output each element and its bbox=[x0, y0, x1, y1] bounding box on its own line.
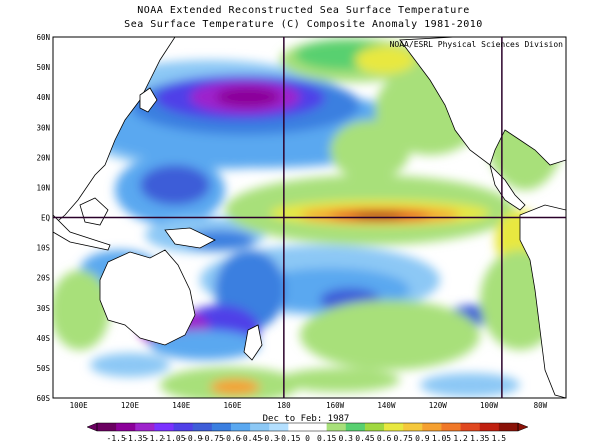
anomaly-region bbox=[53, 270, 110, 350]
colorbar bbox=[86, 422, 529, 432]
anomaly-region bbox=[280, 368, 400, 392]
longitude-tick-label: 80W bbox=[534, 401, 548, 410]
latitude-tick-label: 50N bbox=[36, 63, 50, 72]
colorbar-high-arrow bbox=[517, 422, 529, 432]
latitude-tick-label: 60N bbox=[36, 33, 50, 42]
chart-title: NOAA Extended Reconstructed Sea Surface … bbox=[137, 5, 470, 16]
colorbar-tick-label: 0.9 bbox=[415, 434, 430, 443]
longitude-tick-label: 160W bbox=[326, 401, 345, 410]
colorbar-segment bbox=[307, 423, 328, 431]
longitude-tick-label: 100E bbox=[70, 401, 89, 410]
anomaly-region bbox=[140, 165, 210, 205]
latitude-tick-label: EQ bbox=[41, 214, 51, 223]
colorbar-segment bbox=[384, 423, 404, 431]
colorbar-segment bbox=[230, 423, 251, 431]
landmass-north-america bbox=[399, 37, 566, 166]
anomaly-region bbox=[216, 87, 280, 107]
anomaly-field bbox=[53, 37, 566, 398]
anomaly-region bbox=[210, 379, 260, 395]
anomaly-region bbox=[355, 46, 415, 74]
latitude-tick-label: 20S bbox=[36, 274, 50, 283]
colorbar-tick-label: -0.9 bbox=[183, 434, 202, 443]
longitude-tick-label: 100W bbox=[480, 401, 499, 410]
longitude-tick-label: 180 bbox=[277, 401, 291, 410]
latitude-tick-label: 10N bbox=[36, 183, 50, 192]
colorbar-labels: -1.5-1.35-1.2-1.05-0.9-0.75-0.6-0.45-0.3… bbox=[107, 434, 507, 443]
colorbar-tick-label: -0.6 bbox=[221, 434, 240, 443]
colorbar-tick-label: -1.35 bbox=[123, 434, 147, 443]
longitude-tick-label: 140W bbox=[377, 401, 396, 410]
anomaly-region bbox=[420, 373, 520, 397]
reference-lines bbox=[53, 37, 566, 398]
period-label: Dec to Feb: 1987 bbox=[263, 414, 350, 424]
colorbar-tick-label: 0.6 bbox=[377, 434, 392, 443]
latitude-tick-label: 30N bbox=[36, 123, 50, 132]
colorbar-tick-label: 0.3 bbox=[339, 434, 354, 443]
colorbar-segment bbox=[364, 423, 385, 431]
colorbar-tick-label: 1.35 bbox=[470, 434, 489, 443]
colorbar-segment bbox=[288, 423, 308, 431]
colorbar-tick-label: 1.5 bbox=[492, 434, 507, 443]
latitude-tick-label: 20N bbox=[36, 153, 50, 162]
colorbar-segment bbox=[97, 423, 117, 431]
colorbar-segment bbox=[460, 423, 481, 431]
colorbar-segment bbox=[479, 423, 500, 431]
colorbar-segment bbox=[250, 423, 270, 431]
colorbar-tick-label: -0.15 bbox=[276, 434, 300, 443]
colorbar-tick-label: -1.5 bbox=[107, 434, 126, 443]
colorbar-segment bbox=[269, 423, 289, 431]
landmass-new-zealand bbox=[243, 324, 263, 361]
landmass-australia bbox=[99, 249, 196, 346]
latitude-tick-label: 50S bbox=[36, 364, 50, 373]
colorbar-segment bbox=[135, 423, 155, 431]
colorbar-tick-label: -1.05 bbox=[161, 434, 185, 443]
latitude-tick-label: 40N bbox=[36, 93, 50, 102]
colorbar-tick-label: 0.75 bbox=[394, 434, 413, 443]
landmass-japan bbox=[139, 87, 158, 113]
colorbar-tick-label: 0.45 bbox=[355, 434, 374, 443]
latitude-tick-label: 60S bbox=[36, 394, 50, 403]
colorbar-tick-label: -0.45 bbox=[238, 434, 262, 443]
longitude-tick-label: 160E bbox=[224, 401, 243, 410]
longitude-tick-label: 140E bbox=[172, 401, 191, 410]
colorbar-outline bbox=[96, 422, 519, 432]
anomaly-region bbox=[300, 300, 480, 370]
longitude-tick-label: 120E bbox=[121, 401, 140, 410]
colorbar-segment bbox=[211, 423, 232, 431]
landmass-new-guinea bbox=[164, 227, 216, 249]
colorbar-tick-label: -1.2 bbox=[145, 434, 164, 443]
colorbar-segment bbox=[154, 423, 175, 431]
colorbar-segment bbox=[173, 423, 194, 431]
colorbar-segment bbox=[345, 423, 366, 431]
latitude-labels: 60N 50N 40N 30N 20N 10N EQ 10S 20S 30S 40S 50S 60S bbox=[36, 33, 50, 403]
colorbar-segment bbox=[422, 423, 442, 431]
landmass-central-america bbox=[489, 163, 526, 211]
credit-label: NOAA/ESRL Physical Sciences Division bbox=[390, 40, 564, 49]
longitude-tick-label: 120W bbox=[429, 401, 448, 410]
colorbar-segment bbox=[326, 423, 347, 431]
colorbar-segment bbox=[192, 423, 213, 431]
colorbar-segment bbox=[403, 423, 423, 431]
anomaly-region bbox=[90, 353, 170, 377]
latitude-tick-label: 30S bbox=[36, 304, 50, 313]
landmass-sumatra-java bbox=[53, 214, 111, 251]
colorbar-tick-label: 1.2 bbox=[453, 434, 468, 443]
colorbar-tick-label: -0.75 bbox=[200, 434, 224, 443]
landmass-south-america bbox=[519, 204, 566, 398]
colorbar-tick-label: 0 bbox=[305, 434, 310, 443]
colorbar-segment bbox=[441, 423, 462, 431]
latitude-tick-label: 10S bbox=[36, 244, 50, 253]
latitude-tick-label: 40S bbox=[36, 334, 50, 343]
colorbar-segment bbox=[116, 423, 136, 431]
colorbar-tick-label: 1.05 bbox=[432, 434, 451, 443]
colorbar-low-arrow bbox=[86, 422, 98, 432]
colorbar-segment bbox=[498, 423, 519, 431]
colorbar-tick-label: 0.15 bbox=[317, 434, 336, 443]
chart-subtitle: Sea Surface Temperature (C) Composite An… bbox=[124, 19, 483, 30]
colorbar-tick-label: -0.3 bbox=[260, 434, 279, 443]
land-masses bbox=[53, 37, 566, 398]
longitude-labels: 100E 120E 140E 160E 180 160W 140W 120W 100W 80W bbox=[70, 401, 548, 410]
landmass-asia bbox=[53, 37, 176, 226]
